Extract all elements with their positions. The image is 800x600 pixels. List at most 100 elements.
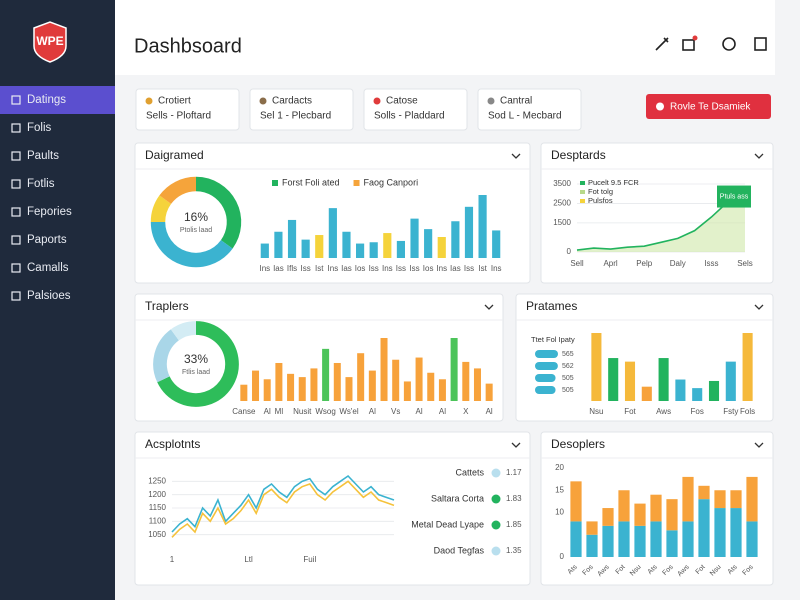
panel (515, 293, 774, 422)
x-tick-label: Ios (423, 264, 434, 273)
panel-menu[interactable] (511, 442, 521, 448)
card (477, 88, 582, 131)
bar (240, 384, 248, 401)
legend-label: Forst Foli ated (282, 177, 340, 187)
y-tick-label: 2500 (553, 199, 571, 208)
bar (464, 206, 474, 258)
list-value: 1.85 (506, 520, 522, 529)
stacked-bar (714, 490, 726, 509)
nav-item[interactable]: Fepories (27, 206, 72, 218)
stacked-bar (682, 476, 694, 522)
bar (462, 361, 470, 401)
y-tick-label: 1050 (148, 530, 166, 539)
x-tick-label: Daly (670, 259, 686, 268)
y-tick-label: 1250 (148, 476, 166, 485)
list-dot (491, 494, 501, 504)
x-tick-label: Vs (391, 407, 400, 416)
x-tick-label: Ltl (244, 555, 253, 564)
card (363, 88, 468, 131)
list-name: Daod Tegfas (434, 545, 485, 555)
bar (263, 379, 271, 401)
x-tick-label: Aprl (603, 259, 617, 268)
panel-title: Traplers (145, 299, 189, 313)
x-tick-label: Aws (656, 407, 671, 416)
line-series (576, 198, 746, 251)
hbar (535, 350, 558, 358)
legend-swatch (272, 180, 278, 186)
x-tick-label: Sell (570, 259, 584, 268)
hbar-title: Ttet Fol Ipaty (531, 335, 575, 344)
bar (641, 386, 652, 401)
bar (380, 338, 388, 401)
card (249, 88, 354, 131)
bar (591, 333, 602, 401)
bar (485, 383, 493, 401)
panel-menu[interactable] (754, 304, 764, 310)
x-tick-label: Ins (259, 264, 270, 273)
panel-menu[interactable] (754, 153, 764, 159)
legend-swatch (353, 180, 360, 186)
y-tick-label: 15 (555, 485, 564, 494)
info-icon[interactable] (722, 37, 736, 51)
card-icon (487, 97, 495, 105)
stacked-bar (746, 521, 758, 557)
page-title: Dashbsoard (134, 35, 242, 57)
bar (345, 377, 353, 401)
bar (478, 195, 487, 258)
nav-item[interactable]: Datings (27, 94, 66, 106)
x-tick-label: Ins (491, 264, 502, 273)
bar (692, 388, 703, 401)
bar (287, 373, 295, 401)
bar (310, 368, 318, 401)
bar (342, 231, 351, 258)
x-tick-label: Ins (436, 264, 447, 273)
bar (437, 237, 446, 258)
legend-label: Pucelt 9.5 FCR (588, 178, 639, 187)
y-tick-label: 10 (555, 508, 564, 517)
nav-item[interactable]: Paports (27, 234, 67, 246)
nav-item[interactable]: Folis (27, 122, 52, 134)
save-icon[interactable] (754, 37, 767, 51)
bar (658, 358, 669, 401)
x-tick-label: Nsu (589, 407, 603, 416)
bar (252, 370, 260, 401)
action-button[interactable] (646, 94, 771, 119)
bar (369, 242, 378, 258)
nav-item[interactable]: Palsioes (27, 290, 71, 302)
stacked-bar (714, 508, 726, 557)
panel-title: Desptards (551, 148, 606, 162)
panel-menu[interactable] (511, 153, 521, 159)
nav-item[interactable]: Fotlis (27, 178, 55, 190)
legend-label: Fot tolg (588, 187, 613, 196)
donut-segment (159, 176, 197, 205)
bar (403, 381, 411, 401)
x-tick-label: Fols (740, 407, 755, 416)
nav-item[interactable]: Paults (27, 150, 59, 162)
bar (424, 229, 433, 258)
nav-item[interactable]: Camalls (27, 262, 69, 274)
y-tick-label: 0 (560, 552, 565, 561)
tool-icon[interactable] (655, 37, 669, 51)
stacked-bar (698, 499, 710, 557)
x-tick-label: Fuil (303, 555, 316, 564)
x-tick-label: Al (416, 407, 423, 416)
panel-title: Desoplers (551, 437, 605, 451)
bag-icon[interactable] (682, 39, 695, 51)
nav-icon (11, 291, 21, 301)
bar (473, 368, 481, 401)
line-series (171, 480, 395, 538)
stacked-bar (682, 521, 694, 557)
card-icon (373, 97, 381, 105)
donut-segment (150, 221, 233, 268)
panel-menu[interactable] (484, 304, 494, 310)
x-tick-label: Al (264, 407, 271, 416)
x-tick-label: Iss (409, 264, 419, 273)
panel-title: Pratames (526, 299, 577, 313)
panel-menu[interactable] (754, 442, 764, 448)
x-tick-label: Al (486, 407, 493, 416)
stacked-bar (602, 508, 614, 526)
nav-icon (11, 179, 21, 189)
hbar (535, 374, 556, 382)
stacked-bar (730, 508, 742, 557)
